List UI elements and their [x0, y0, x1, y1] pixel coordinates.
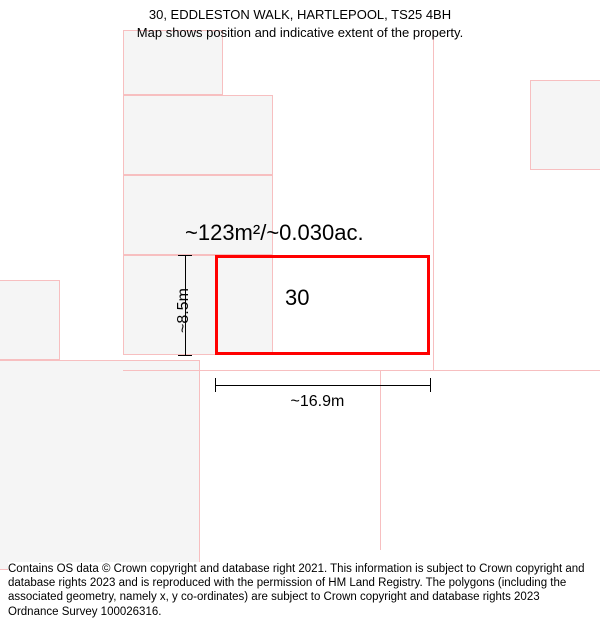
title: 30, EDDLESTON WALK, HARTLEPOOL, TS25 4BH — [0, 6, 600, 24]
parcel-shape — [530, 80, 600, 170]
dim-label-height: ~8.5m — [175, 288, 193, 333]
area-label: ~123m²/~0.030ac. — [185, 220, 364, 246]
property-highlight — [215, 255, 430, 355]
header: 30, EDDLESTON WALK, HARTLEPOOL, TS25 4BH… — [0, 0, 600, 42]
parcel-shape — [0, 360, 200, 570]
dim-tick — [215, 378, 216, 392]
map-canvas: ~123m²/~0.030ac. 30 ~16.9m ~8.5m — [0, 0, 600, 625]
dim-tick — [430, 378, 431, 392]
parcel-line — [433, 30, 434, 370]
parcel-shape — [0, 280, 60, 360]
parcel-shape — [123, 95, 273, 175]
dim-label-width: ~16.9m — [291, 393, 345, 411]
dim-tick — [178, 255, 192, 256]
dim-tick — [178, 355, 192, 356]
dim-line-width — [215, 385, 430, 386]
footer: Contains OS data © Crown copyright and d… — [8, 562, 592, 620]
parcel-line — [380, 370, 381, 550]
subtitle: Map shows position and indicative extent… — [0, 24, 600, 42]
plot-number: 30 — [285, 285, 309, 311]
parcel-line — [123, 370, 600, 371]
footer-text: Contains OS data © Crown copyright and d… — [8, 563, 585, 618]
